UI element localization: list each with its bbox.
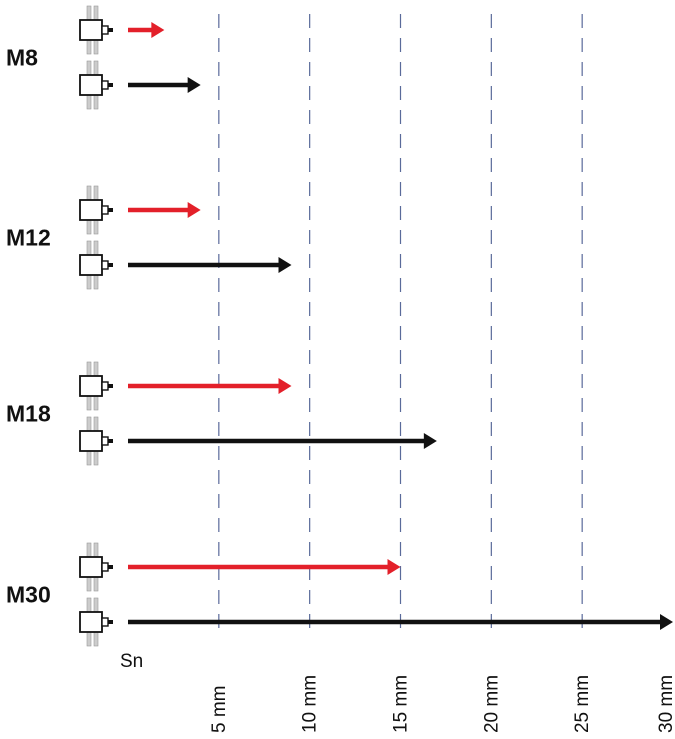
black-arrow: [128, 433, 437, 449]
sensor-icon: [79, 240, 113, 290]
sensor-group-m18: M18: [6, 361, 437, 466]
group-label: M30: [6, 582, 51, 608]
sensor-group-m8: M8: [6, 5, 201, 110]
red-arrow: [128, 559, 401, 575]
sensor-group-m30: M30: [6, 542, 673, 647]
sensor-icon: [79, 5, 113, 55]
grid-layer: [218, 14, 583, 635]
x-tick-label: 20 mm: [481, 675, 502, 733]
black-arrow: [128, 614, 673, 630]
x-tick-label: 15 mm: [391, 675, 412, 733]
x-tick-label: 30 mm: [656, 675, 675, 733]
black-arrow: [128, 257, 292, 273]
group-label: M18: [6, 401, 51, 427]
sensor-icon: [79, 60, 113, 110]
sensor-icon: [79, 416, 113, 466]
group-label: M8: [6, 45, 38, 71]
red-arrow: [128, 202, 201, 218]
group-label: M12: [6, 225, 51, 251]
sensor-group-layer: M8 M12 M18 M30: [6, 5, 673, 647]
origin-label: Sn: [120, 651, 143, 672]
sensor-icon: [79, 597, 113, 647]
sensor-group-m12: M12: [6, 185, 292, 290]
x-tick-label: 10 mm: [300, 675, 321, 733]
sensor-icon: [79, 185, 113, 235]
red-arrow: [128, 378, 292, 394]
red-arrow: [128, 22, 165, 38]
x-tick-label: 25 mm: [572, 675, 593, 733]
x-tick-label: 5 mm: [209, 686, 230, 734]
tick-label-layer: 5 mm 10 mm 15 mm 20 mm 25 mm 30 mm: [209, 675, 675, 733]
black-arrow: [128, 77, 201, 93]
sensor-icon: [79, 361, 113, 411]
sensor-icon: [79, 542, 113, 592]
